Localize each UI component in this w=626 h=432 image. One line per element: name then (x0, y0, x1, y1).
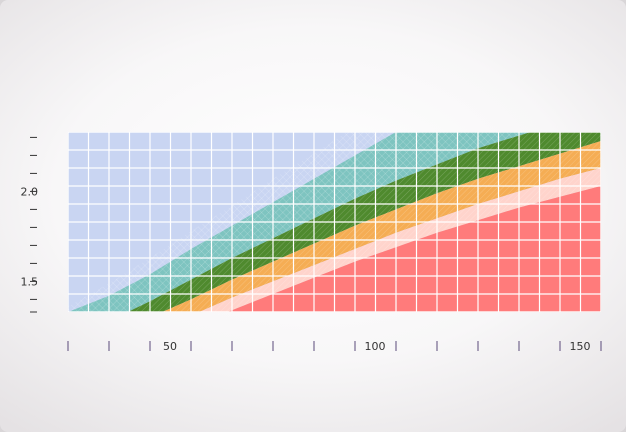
y-tick-label: 2.0 (21, 185, 39, 198)
y-tick-label: 1.5 (21, 275, 39, 288)
band-red (68, 186, 601, 312)
band-green-texture (127, 132, 601, 312)
band-orange-texture (162, 141, 601, 312)
x-tick-label: 50 (163, 340, 177, 353)
x-tick-label: 100 (365, 340, 386, 353)
x-tick-label: 150 (570, 340, 591, 353)
